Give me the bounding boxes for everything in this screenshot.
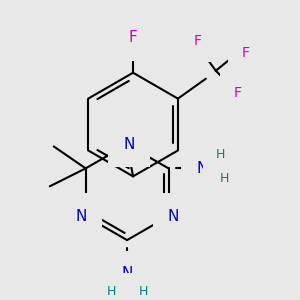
Text: N: N — [197, 161, 208, 176]
Text: F: F — [194, 34, 202, 48]
Text: N: N — [122, 266, 133, 281]
Text: N: N — [168, 209, 179, 224]
Text: H: H — [106, 285, 116, 298]
Text: F: F — [242, 46, 250, 60]
Text: F: F — [234, 86, 242, 100]
Text: H: H — [216, 148, 225, 161]
Text: F: F — [129, 30, 137, 45]
Text: N: N — [75, 209, 86, 224]
Text: H: H — [138, 285, 148, 298]
Text: N: N — [123, 137, 135, 152]
Text: H: H — [220, 172, 229, 185]
